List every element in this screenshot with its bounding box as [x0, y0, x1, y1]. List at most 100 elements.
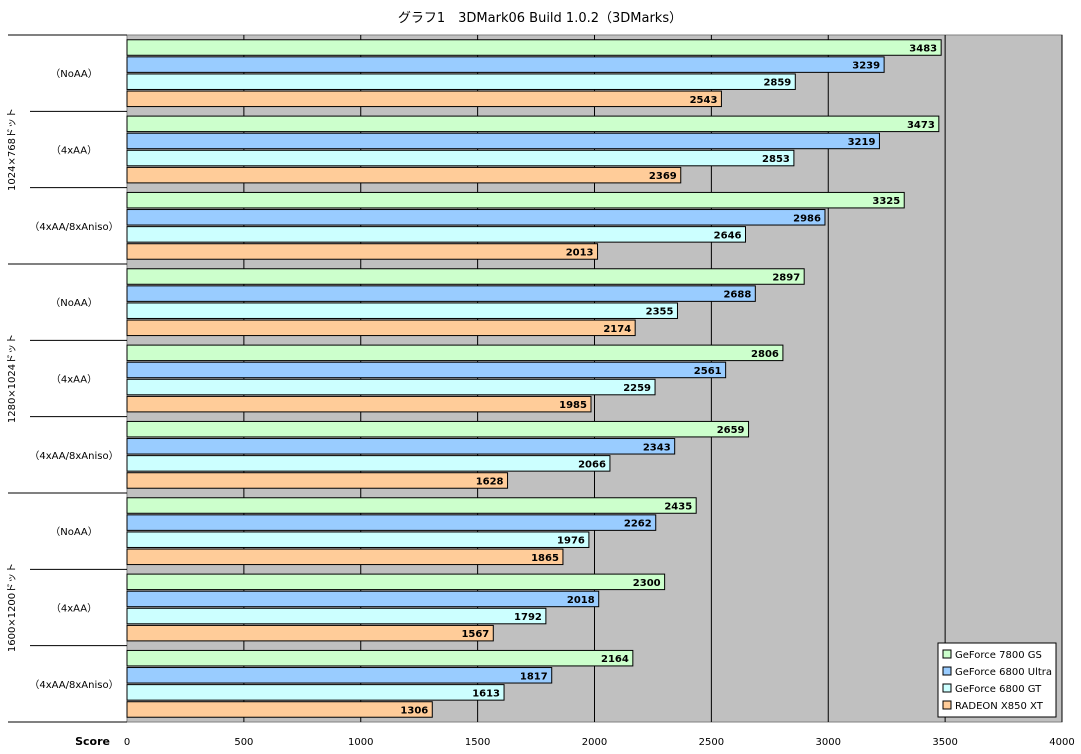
bar-value-label: 1865 — [531, 553, 559, 564]
bar — [126, 344, 784, 362]
bar — [126, 285, 756, 302]
category-label: （4xAA） — [51, 374, 97, 386]
bar — [126, 531, 590, 548]
bar — [126, 472, 509, 489]
bar-value-label: 2300 — [633, 578, 661, 589]
category-label: （4xAA/8xAniso） — [29, 450, 118, 462]
bar — [126, 361, 727, 379]
bar — [126, 268, 805, 285]
bar — [126, 497, 697, 514]
bar-value-label: 1306 — [400, 705, 428, 716]
bar — [126, 649, 634, 667]
bar-value-label: 2066 — [578, 459, 606, 470]
bar-value-label: 1613 — [472, 688, 500, 699]
bar — [126, 514, 657, 531]
bar-value-label: 3483 — [909, 44, 937, 55]
bar-value-label: 2164 — [601, 654, 629, 665]
category-label: （NoAA） — [50, 68, 98, 80]
x-tick-label: 3500 — [932, 737, 957, 748]
bar — [126, 667, 553, 684]
bar-value-label: 1985 — [559, 400, 587, 411]
category-label: （4xAA） — [51, 603, 97, 615]
bar-value-label: 2986 — [793, 213, 821, 224]
bar — [126, 302, 678, 319]
bar-value-label: 3473 — [907, 120, 935, 131]
bar — [126, 209, 826, 226]
legend-swatch — [942, 649, 952, 659]
legend: GeForce 7800 GS GeForce 6800 Ultra GeForce… — [937, 642, 1057, 718]
group-label: 1024×768ドット — [7, 108, 18, 191]
bar-value-label: 3239 — [852, 61, 880, 72]
bar-value-label: 1817 — [520, 671, 548, 682]
bar — [126, 191, 905, 209]
group-label: 1600×1200ドット — [7, 563, 18, 652]
legend-label: GeForce 7800 GS — [955, 650, 1042, 661]
bar — [126, 149, 795, 167]
bar — [126, 701, 433, 718]
chart-title: グラフ1 3DMark06 Build 1.0.2（3DMarks） — [398, 11, 682, 26]
bar-value-label: 2369 — [649, 171, 677, 182]
category-label: （4xAA/8xAniso） — [29, 679, 118, 691]
bar — [126, 132, 880, 150]
bar-value-label: 2262 — [624, 519, 652, 530]
bar-value-label: 1628 — [476, 476, 504, 487]
bar-value-label: 2355 — [646, 307, 674, 318]
bar — [126, 166, 682, 184]
legend-label: GeForce 6800 Ultra — [955, 667, 1052, 678]
x-tick-label: 3000 — [816, 737, 841, 748]
bar-value-label: 1567 — [461, 629, 489, 640]
bar — [126, 115, 940, 133]
x-tick-label: 0 — [124, 737, 130, 748]
bar — [126, 395, 592, 413]
bar — [126, 90, 722, 108]
bar-value-label: 2646 — [714, 230, 742, 241]
bar — [126, 420, 750, 438]
legend-label: RADEON X850 XT — [955, 701, 1044, 712]
bar-value-label: 2806 — [751, 349, 779, 360]
bar — [126, 56, 885, 73]
bar-value-label: 1976 — [557, 536, 585, 547]
bar-value-label: 2343 — [643, 442, 671, 453]
legend-swatch — [942, 666, 952, 676]
category-label: （NoAA） — [50, 297, 98, 309]
bar-value-label: 3219 — [848, 137, 876, 148]
bar — [126, 624, 494, 642]
bar-value-label: 2688 — [723, 290, 751, 301]
legend-label: GeForce 6800 GT — [955, 684, 1042, 695]
bar-value-label: 2859 — [763, 78, 791, 89]
x-tick-label: 2500 — [699, 737, 724, 748]
bar — [126, 455, 611, 472]
bar — [126, 438, 676, 455]
bar — [126, 73, 796, 90]
bar — [126, 684, 505, 701]
x-tick-label: 1000 — [348, 737, 373, 748]
bar — [126, 226, 747, 243]
bar-value-label: 2659 — [717, 425, 745, 436]
category-label: （4xAA/8xAniso） — [29, 221, 118, 233]
bar-value-label: 2018 — [567, 595, 595, 606]
bar-value-label: 2897 — [772, 273, 800, 284]
x-tick-label: 2000 — [582, 737, 607, 748]
category-label: （4xAA） — [51, 145, 97, 157]
x-tick-label: 4000 — [1049, 737, 1074, 748]
bar-value-label: 2853 — [762, 154, 790, 165]
bar — [126, 319, 636, 337]
bar-value-label: 2435 — [664, 502, 692, 513]
bar-value-label: 2013 — [566, 247, 594, 258]
legend-swatch — [942, 683, 952, 693]
bar — [126, 590, 600, 608]
bar — [126, 39, 942, 56]
bar-value-label: 1792 — [514, 612, 542, 623]
x-tick-label: 1500 — [465, 737, 490, 748]
group-label: 1280×1024ドット — [7, 334, 18, 423]
legend-box — [937, 642, 1057, 718]
bar-value-label: 2543 — [690, 95, 718, 106]
bar — [126, 378, 656, 396]
bar — [126, 607, 547, 625]
bar-value-label: 2259 — [623, 383, 651, 394]
category-label: （NoAA） — [50, 526, 98, 538]
bar — [126, 243, 599, 260]
legend-swatch — [942, 700, 952, 710]
bar-value-label: 2561 — [694, 366, 722, 377]
